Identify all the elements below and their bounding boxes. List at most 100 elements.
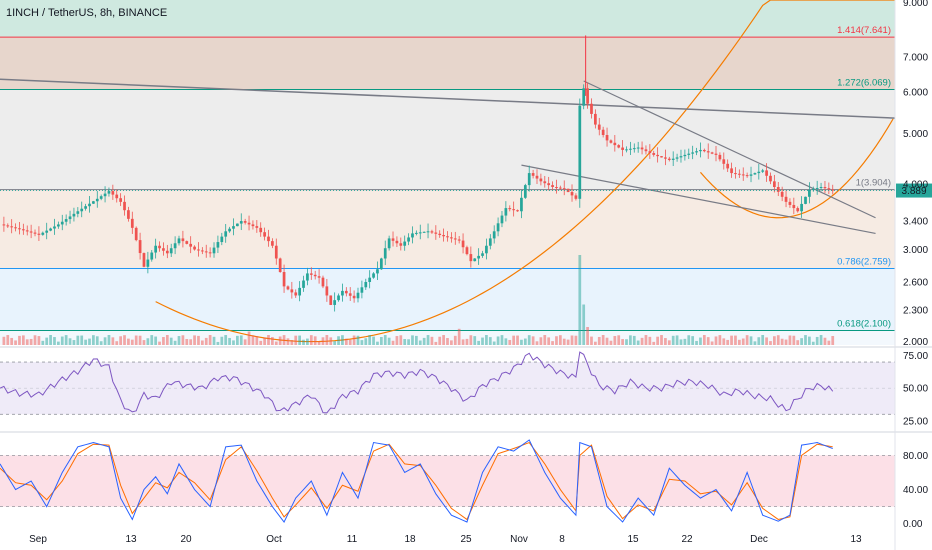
candle: [636, 147, 640, 149]
volume-bar: [415, 335, 418, 345]
candle: [286, 286, 290, 290]
candle: [737, 173, 741, 175]
candle: [99, 196, 103, 199]
volume-bar: [629, 335, 632, 345]
volume-bar: [193, 335, 196, 345]
candle: [488, 238, 492, 246]
candle: [200, 250, 204, 252]
candle: [154, 245, 158, 253]
volume-bar: [49, 335, 52, 345]
volume-bar: [220, 336, 224, 345]
volume-bar: [72, 340, 76, 345]
price-tick-label: 5.000: [903, 129, 928, 140]
candle: [64, 219, 68, 222]
candle: [609, 140, 613, 143]
last-price-tag: [896, 183, 932, 198]
volume-bar: [765, 337, 768, 345]
volume-bar: [640, 337, 644, 345]
candle: [706, 151, 710, 153]
volume-bar: [594, 341, 597, 345]
volume-bar: [321, 337, 325, 345]
volume-bar: [189, 339, 193, 345]
candle: [617, 145, 621, 148]
volume-bar: [601, 335, 605, 345]
volume-bar: [119, 336, 122, 345]
fib-zone: [0, 89, 895, 190]
volume-bar: [671, 335, 675, 345]
volume-bar: [68, 338, 72, 345]
volume-bar: [212, 336, 216, 345]
candle: [306, 273, 309, 281]
candle: [387, 238, 391, 249]
candle: [216, 242, 220, 248]
candle: [298, 287, 301, 296]
volume-bar: [247, 331, 251, 345]
candle: [539, 178, 543, 182]
volume-bar: [648, 336, 652, 345]
candle: [127, 210, 130, 219]
candle: [710, 152, 714, 154]
volume-bar: [434, 341, 438, 345]
fib-zone: [0, 37, 895, 90]
volume-bar: [138, 335, 142, 345]
candle: [520, 197, 523, 212]
candle: [780, 191, 784, 197]
volume-bar: [784, 339, 788, 345]
candle: [379, 258, 383, 270]
candle: [76, 211, 80, 214]
volume-bar: [95, 336, 99, 345]
candle: [741, 174, 745, 176]
candle: [107, 191, 111, 194]
candle: [512, 209, 516, 211]
volume-bar: [753, 341, 757, 345]
rsi-tick-label: 25.00: [903, 416, 928, 427]
volume-bar: [450, 340, 453, 345]
volume-bar: [142, 340, 146, 345]
rsi-tick-label: 75.00: [903, 351, 928, 362]
volume-bar: [391, 340, 395, 345]
candle: [773, 181, 776, 188]
candle: [173, 243, 177, 249]
volume-bar: [574, 335, 578, 345]
candle: [804, 196, 807, 204]
rsi-line: [0, 351, 834, 414]
volume-bar: [337, 336, 340, 345]
candle: [461, 240, 465, 248]
candle: [574, 195, 578, 199]
volume-bar: [516, 335, 519, 345]
candle: [313, 274, 317, 277]
candle: [224, 231, 228, 237]
volume-bar: [500, 335, 504, 345]
candle: [72, 213, 76, 217]
volume-bar: [512, 335, 516, 345]
candle: [675, 157, 679, 159]
volume-bar: [699, 337, 702, 345]
candle: [761, 170, 765, 172]
volume-bar: [796, 340, 800, 345]
volume-bar: [667, 340, 671, 345]
fib-label: 1.414(7.641): [837, 25, 891, 36]
candle: [422, 231, 426, 233]
volume-bar: [461, 339, 465, 345]
candle: [831, 189, 835, 191]
candle: [594, 113, 597, 125]
volume-bar: [286, 338, 290, 345]
volume-bar: [566, 339, 570, 345]
candle: [84, 206, 87, 209]
volume-bar: [243, 339, 247, 345]
candle: [259, 227, 263, 233]
candle: [220, 236, 224, 243]
volume-bar: [492, 341, 496, 345]
volume-bar: [792, 335, 796, 345]
volume-bar: [165, 335, 169, 345]
candle: [702, 149, 706, 152]
volume-bar: [691, 336, 695, 345]
volume-bar: [695, 340, 698, 345]
volume-bar: [158, 341, 161, 345]
candle: [527, 173, 531, 186]
candle: [165, 250, 169, 254]
candle: [21, 229, 25, 231]
fib-label: 0.786(2.759): [837, 257, 891, 268]
chart-title: 1INCH / TetherUS, 8h, BINANCE: [6, 7, 167, 19]
